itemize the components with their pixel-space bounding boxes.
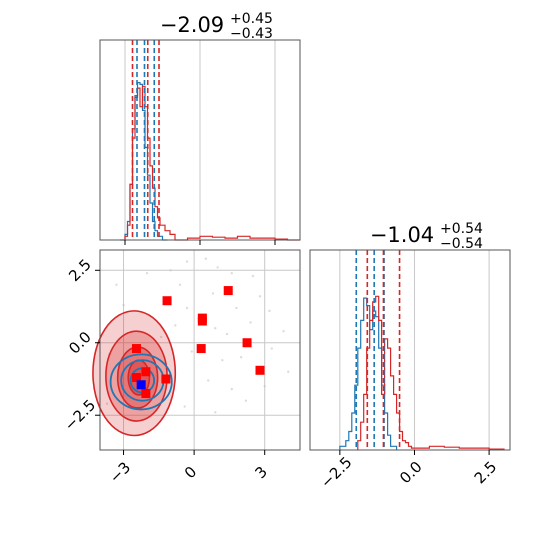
histogram-step-line	[339, 297, 398, 450]
background-sample	[185, 306, 189, 310]
y-tick-label: 0.0	[65, 328, 95, 358]
background-sample	[230, 387, 233, 391]
marginal-right-histograms	[339, 295, 505, 450]
joint-background-samples	[105, 257, 290, 414]
background-sample	[122, 303, 125, 307]
y-tick-label: 2.5	[65, 255, 95, 285]
background-sample	[214, 411, 217, 414]
marginal-top-title: −2.09	[160, 13, 224, 37]
background-sample	[244, 399, 248, 402]
background-sample	[145, 271, 149, 275]
joint-grid	[100, 250, 300, 450]
background-sample	[287, 370, 290, 373]
background-sample	[221, 358, 224, 362]
marginal-top-grid	[124, 40, 276, 240]
marker-square	[141, 388, 151, 398]
marker-square	[136, 380, 146, 390]
title-lower-error: −0.54	[440, 236, 483, 252]
title-upper-error: +0.54	[440, 221, 483, 237]
background-sample	[169, 269, 172, 272]
background-sample	[204, 257, 208, 260]
title-lower-error: −0.43	[230, 26, 273, 42]
background-sample	[239, 356, 243, 359]
marginal-right-ticks: −2.5 0.0 2.5	[317, 450, 500, 492]
marginal-right-title: −1.04	[370, 223, 434, 247]
background-sample	[174, 324, 177, 327]
histogram-step-line	[357, 295, 505, 450]
joint-points	[131, 286, 265, 398]
marker-square	[242, 338, 252, 348]
marker-square	[131, 344, 141, 354]
marginal-top-histograms	[120, 82, 300, 241]
x-tick-label: −3	[106, 458, 134, 486]
background-sample	[282, 329, 285, 333]
background-sample	[230, 271, 233, 275]
background-sample	[251, 274, 255, 278]
background-sample	[225, 332, 229, 336]
marker-square	[255, 365, 265, 375]
background-sample	[268, 309, 271, 313]
title-value: −1.04	[370, 223, 434, 247]
marker-square	[161, 374, 171, 384]
background-sample	[216, 266, 219, 269]
marginal-histogram-right: −2.5 0.0 2.5 −1.04 +0.54 −0.54	[309, 221, 511, 492]
background-sample	[190, 350, 193, 353]
y-tick-label: −2.5	[61, 396, 99, 434]
background-sample	[178, 283, 182, 286]
background-sample	[249, 321, 252, 324]
x-tick-label: 3	[251, 463, 270, 482]
marker-square	[196, 344, 206, 354]
marker-square	[131, 373, 141, 383]
x-tick-label: 0	[181, 463, 200, 482]
background-sample	[115, 283, 118, 286]
x-tick-label: 2.5	[471, 458, 501, 488]
background-sample	[263, 385, 266, 388]
x-tick-label: 0.0	[396, 458, 426, 488]
marker-square	[162, 296, 172, 306]
density-contour	[109, 353, 173, 411]
background-sample	[258, 295, 262, 298]
background-sample	[183, 405, 186, 408]
background-sample	[159, 335, 163, 339]
marginal-right-grid	[339, 250, 490, 450]
title-value: −2.09	[160, 13, 224, 37]
joint-density-panel: −3 0 3 2.5 0.0 −2.5	[61, 249, 301, 487]
background-sample	[207, 379, 210, 382]
marker-square	[223, 286, 233, 296]
joint-frame	[99, 249, 301, 451]
marginal-right-quantile-lines	[355, 250, 401, 450]
marginal-right-frame	[309, 249, 511, 451]
marker-square	[197, 316, 207, 326]
background-sample	[105, 402, 109, 405]
background-sample	[235, 306, 238, 310]
background-sample	[185, 260, 189, 263]
histogram-step-line	[124, 85, 300, 241]
x-tick-label: −2.5	[317, 453, 355, 491]
background-sample	[270, 347, 273, 350]
background-sample	[211, 292, 215, 295]
background-sample	[214, 327, 217, 330]
marginal-top-quantile-lines	[131, 40, 160, 240]
marginal-histogram-top: −2.09 +0.45 −0.43	[99, 11, 301, 245]
title-upper-error: +0.45	[230, 11, 273, 27]
marker-square	[141, 367, 151, 377]
marginal-top-ticks	[124, 240, 276, 245]
